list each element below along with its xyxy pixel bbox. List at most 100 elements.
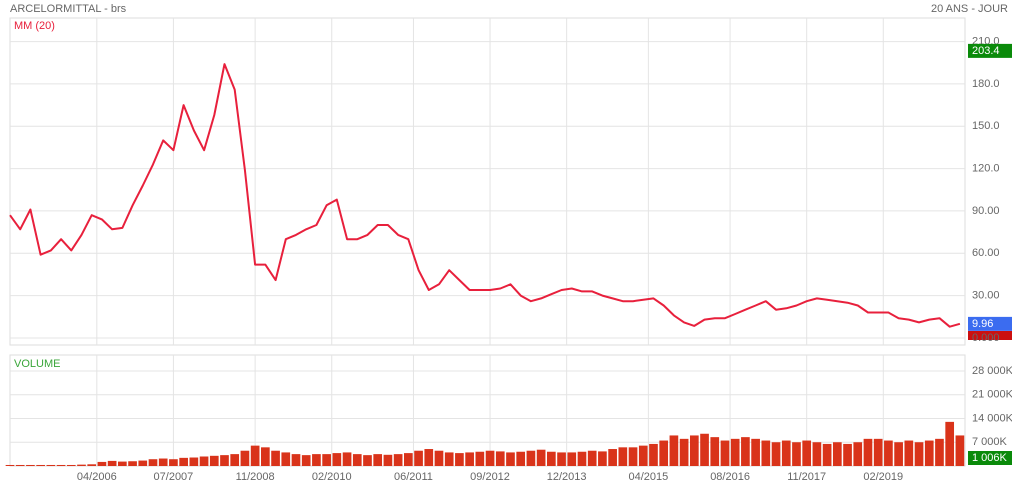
x-tick-label: 11/2017 [787, 471, 826, 483]
volume-bar [189, 457, 199, 466]
volume-bar [720, 440, 730, 466]
volume-bar [894, 442, 903, 466]
volume-bar [884, 440, 893, 466]
price-marker [968, 43, 1012, 58]
volume-bar [56, 464, 66, 466]
x-tick-label: 02/2010 [312, 471, 352, 483]
volume-bar [393, 454, 403, 466]
price-marker [968, 316, 1012, 331]
volume-bar [546, 451, 556, 466]
volume-bar [230, 454, 240, 466]
volume-bar [485, 450, 495, 466]
volume-bar [904, 440, 914, 466]
y-tick-label: 30.00 [972, 290, 1000, 302]
x-tick-label: 04/2006 [77, 471, 117, 483]
volume-bar [281, 452, 291, 466]
volume-bar [710, 437, 720, 466]
volume-bar [36, 464, 45, 466]
volume-bar [567, 452, 577, 466]
volume-bar [741, 437, 750, 466]
volume-bar [179, 457, 188, 466]
volume-bar [608, 449, 617, 466]
y-tick-label: 180.0 [972, 78, 1000, 90]
volume-bar [822, 443, 832, 466]
volume-bar [199, 456, 209, 466]
volume-bar [424, 449, 434, 466]
volume-bar [659, 440, 669, 466]
volume-bar [628, 447, 638, 466]
volume-bar [557, 452, 566, 466]
volume-bar [66, 464, 76, 466]
x-tick-label: 08/2016 [710, 471, 750, 483]
volume-bar [352, 454, 362, 466]
volume-bar [802, 440, 812, 466]
chart-title: ARCELORMITTAL - brs [10, 3, 127, 15]
volume-bar [434, 450, 444, 466]
volume-panel [9, 354, 966, 467]
volume-bar [598, 451, 607, 466]
volume-bar [781, 440, 791, 466]
volume-bar [751, 438, 760, 466]
volume-bar [373, 454, 383, 466]
y-tick-label: 150.0 [972, 120, 1000, 132]
volume-bar [914, 442, 924, 466]
volume-bar [271, 450, 280, 466]
volume-bar [516, 451, 526, 466]
y-tick-label: 21 000K [972, 389, 1012, 401]
volume-bar [332, 453, 342, 466]
volume-bar [158, 458, 168, 466]
volume-bar [495, 451, 505, 466]
volume-bar [414, 450, 423, 466]
volume-bar [832, 442, 842, 466]
x-tick-label: 12/2013 [547, 471, 587, 483]
volume-bar [444, 452, 454, 466]
x-tick-label: 11/2008 [236, 471, 275, 483]
price-line [9, 63, 961, 328]
price-tag [968, 331, 1012, 340]
price-marker-label: 203.4 [972, 45, 1000, 57]
volume-bar [128, 461, 137, 466]
volume-bar [291, 454, 301, 466]
volume-bar [689, 435, 699, 466]
volume-bar [649, 443, 658, 466]
volume-bar [536, 449, 546, 466]
volume-bar [730, 438, 740, 466]
y-tick-label: 28 000K [972, 365, 1012, 377]
volume-bar [618, 447, 628, 466]
volume-bar [404, 453, 413, 466]
x-tick-label: 02/2019 [863, 471, 903, 483]
volume-bar [77, 464, 86, 466]
volume-bar [853, 442, 863, 466]
volume-bar [935, 438, 944, 466]
volume-bar [363, 455, 372, 466]
volume-bar [587, 450, 597, 466]
volume-bar [771, 442, 781, 466]
y-tick-label: 7 000K [972, 436, 1008, 448]
volume-marker [968, 451, 1012, 465]
volume-bar [97, 461, 107, 466]
volume-bar [220, 455, 229, 466]
volume-bar [240, 450, 250, 466]
x-tick-label: 06/2011 [394, 471, 433, 483]
volume-bar [945, 421, 955, 466]
period-label: 20 ANS - JOUR [931, 3, 1008, 15]
volume-bar [792, 442, 801, 466]
y-tick-label: 60.00 [972, 247, 1000, 259]
volume-bar [383, 454, 393, 466]
y-tick-label: 14 000K [972, 412, 1012, 424]
volume-bar [812, 442, 822, 466]
volume-bar [669, 435, 679, 466]
volume-marker-label: 1 006K [972, 452, 1008, 464]
volume-bar [169, 459, 178, 466]
volume-bar [465, 452, 474, 466]
volume-bar [843, 443, 852, 466]
volume-bar [301, 455, 311, 466]
volume-bar [761, 440, 771, 466]
volume-bar [322, 454, 331, 466]
volume-bar [107, 460, 117, 466]
volume-bar [148, 459, 158, 466]
y-tick-label: 0.000 [972, 332, 1000, 344]
y-tick-label: 120.0 [972, 162, 1000, 174]
volume-bar [863, 438, 873, 466]
